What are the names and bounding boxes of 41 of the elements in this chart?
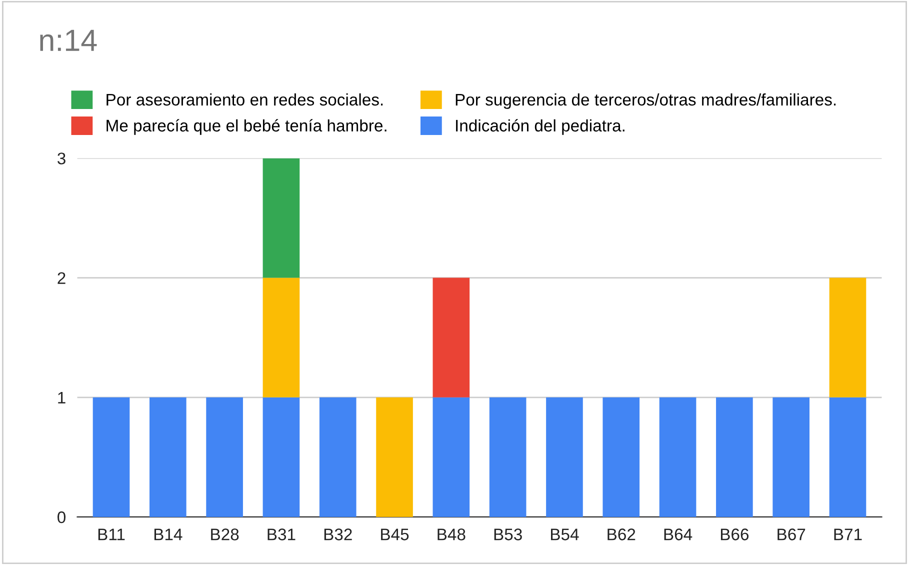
bar (149, 397, 186, 517)
x-tick-label: B54 (551, 528, 579, 540)
bar (432, 278, 470, 398)
legend-label: Indicación del pediatra. (456, 119, 624, 135)
bar (716, 397, 753, 517)
bar (262, 158, 300, 278)
y-tick-label: 3 (58, 152, 66, 164)
bar (546, 397, 583, 517)
bar (432, 397, 470, 517)
x-tick-label: B53 (494, 528, 522, 540)
bar (659, 397, 696, 517)
legend-label: Me parecía que el bebé tenía hambre. (106, 119, 386, 135)
y-tick-label: 2 (58, 272, 66, 284)
x-tick-label: B71 (834, 528, 862, 540)
bar (206, 397, 243, 517)
bar (376, 397, 413, 517)
x-tick-label: B11 (98, 528, 125, 540)
bar (489, 397, 526, 517)
bar (262, 397, 300, 517)
bar (92, 397, 130, 517)
x-tick-label: B14 (154, 528, 182, 540)
bar (829, 278, 866, 398)
x-tick-label: B32 (324, 528, 352, 540)
legend-label: Por asesoramiento en redes sociales. (106, 93, 383, 106)
bar (262, 278, 300, 398)
bar (602, 397, 640, 517)
bar (319, 397, 356, 517)
x-tick-label: B66 (720, 528, 749, 540)
chart-title: n:14 (40, 30, 97, 51)
x-tick-label: B31 (268, 528, 296, 540)
x-tick-label: B28 (211, 528, 239, 540)
y-tick-label: 0 (58, 511, 66, 524)
x-tick-label: B64 (664, 528, 692, 540)
x-tick-label: B45 (381, 528, 409, 540)
legend-label: Por sugerencia de terceros/otras madres/familiares. (456, 93, 836, 109)
bar (772, 397, 810, 517)
y-tick-label: 1 (58, 392, 66, 404)
x-tick-label: B62 (608, 528, 636, 540)
x-tick-label: B67 (778, 528, 806, 540)
x-tick-label: B48 (438, 528, 466, 540)
bar (829, 397, 866, 517)
